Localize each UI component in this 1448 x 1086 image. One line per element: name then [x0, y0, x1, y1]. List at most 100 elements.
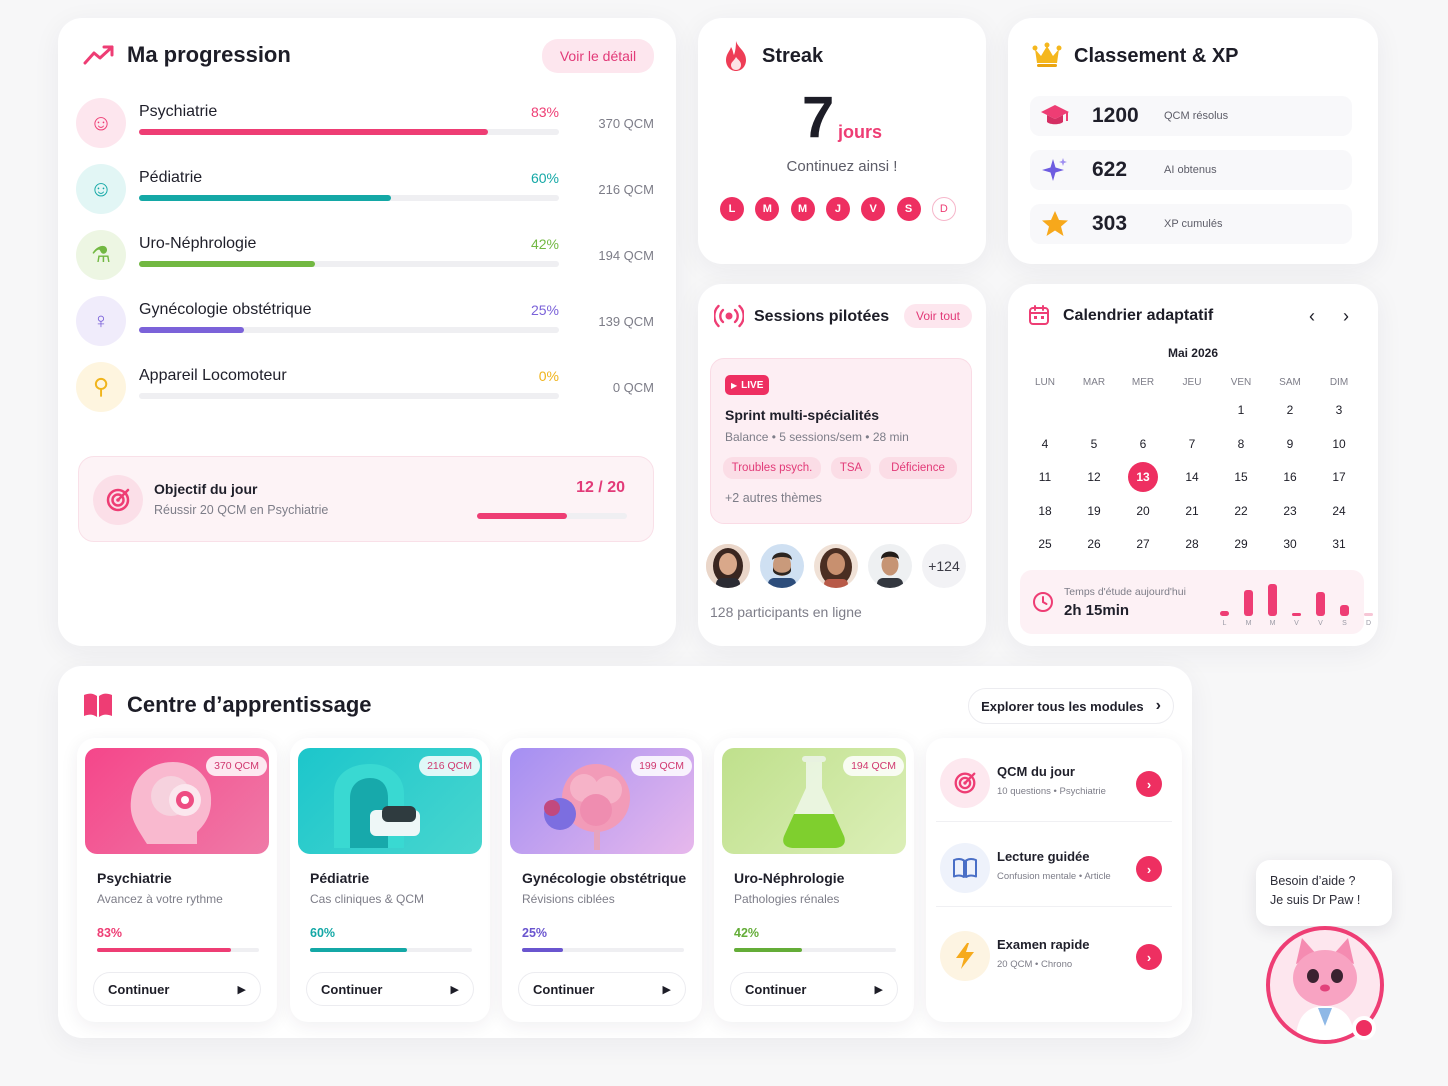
uterus-icon: ♀: [76, 296, 126, 346]
progress-row[interactable]: ☺ Pédiatrie 60% 216 QCM: [58, 164, 676, 224]
quick-action-examen-rapide[interactable]: Examen rapide 20 QCM • Chrono ›: [936, 917, 1172, 995]
session-tag[interactable]: Troubles psych.: [723, 457, 821, 479]
study-bar: [1364, 613, 1373, 616]
module-progress-bar: [734, 948, 896, 952]
calendar-day[interactable]: 12: [1087, 470, 1101, 484]
progress-count: 194 QCM: [598, 248, 654, 263]
chevron-right-icon[interactable]: ›: [1136, 856, 1162, 882]
session-tag[interactable]: TSA: [831, 457, 871, 479]
continue-button[interactable]: Continuer ▶: [93, 972, 261, 1006]
mri-scanner-icon: [334, 764, 420, 848]
calendar-day[interactable]: 7: [1188, 436, 1196, 451]
quick-action-lecture-guidee[interactable]: Lecture guidée Confusion mentale • Artic…: [936, 829, 1172, 907]
calendar-day[interactable]: 8: [1237, 436, 1245, 451]
session-meta-duration: 28 min: [872, 430, 909, 444]
progress-bar: [139, 195, 559, 201]
crown-icon: [1032, 42, 1062, 67]
session-meta: Balance • 5 sessions/sem • 28 min: [725, 430, 909, 444]
calendar-day[interactable]: 11: [1038, 470, 1052, 484]
calendar-day[interactable]: 4: [1041, 436, 1049, 451]
avatar: [868, 544, 912, 588]
calendar-day[interactable]: 20: [1136, 503, 1150, 518]
participants-more-count[interactable]: +124: [922, 544, 966, 588]
chevron-right-icon[interactable]: ›: [1136, 944, 1162, 970]
calendar-day[interactable]: 22: [1234, 503, 1248, 518]
module-qcm-badge: 199 QCM: [631, 756, 692, 776]
progress-row[interactable]: ☺ Psychiatrie 83% 370 QCM: [58, 98, 676, 158]
calendar-day[interactable]: 9: [1286, 436, 1294, 451]
avatar: [706, 544, 750, 588]
progress-row[interactable]: ♀ Gynécologie obstétrique 25% 139 QCM: [58, 296, 676, 356]
progress-row[interactable]: ⚲ Appareil Locomoteur 0% 0 QCM: [58, 362, 676, 422]
calendar-day[interactable]: 14: [1185, 470, 1199, 484]
calendar-day[interactable]: 23: [1283, 503, 1297, 518]
streak-message: Continuez ainsi !: [786, 158, 898, 175]
study-bar: [1268, 584, 1277, 616]
quick-action-meta-2: Chrono: [1040, 959, 1073, 970]
calendar-day[interactable]: 2: [1286, 403, 1294, 417]
view-detail-button[interactable]: Voir le détail: [542, 39, 654, 73]
calendar-day[interactable]: 5: [1090, 436, 1098, 451]
calendar-day[interactable]: 15: [1234, 470, 1248, 484]
progress-name: Appareil Locomoteur: [139, 367, 287, 384]
calendar-day-today[interactable]: 13: [1128, 462, 1158, 492]
calendar-day[interactable]: 10: [1332, 436, 1346, 451]
live-session-card[interactable]: ▶ LIVE Sprint multi-spécialités Balance …: [710, 358, 972, 524]
module-card-psychiatrie[interactable]: 370 QCM Psychiatrie Avancez à votre ryth…: [77, 738, 277, 1022]
module-card-uro-nephrologie[interactable]: 194 QCM Uro-Néphrologie Pathologies réna…: [714, 738, 914, 1022]
broadcast-icon: [714, 304, 744, 328]
progress-bar: [139, 129, 559, 135]
progress-count: 0 QCM: [612, 380, 654, 395]
module-card-pediatrie[interactable]: 216 QCM Pédiatrie Cas cliniques & QCM 60…: [290, 738, 490, 1022]
calendar-day[interactable]: 18: [1038, 503, 1052, 518]
play-icon: ▶: [662, 983, 671, 996]
progress-name: Psychiatrie: [139, 103, 218, 120]
calendar-day[interactable]: 31: [1332, 537, 1346, 551]
calendar-day[interactable]: 24: [1332, 503, 1346, 518]
study-bar-label: S: [1342, 620, 1347, 627]
calendar-day[interactable]: 29: [1234, 537, 1248, 551]
quick-action-qcm-du-jour[interactable]: QCM du jour 10 questions • Psychiatrie ›: [936, 744, 1172, 822]
calendar-day[interactable]: 21: [1185, 503, 1199, 518]
session-tag[interactable]: Déficience: [879, 457, 957, 479]
calendar-day[interactable]: 28: [1185, 537, 1199, 551]
calendar-day[interactable]: 3: [1335, 403, 1343, 417]
session-more-themes: +2 autres thèmes: [725, 491, 822, 505]
stat-value: 622: [1092, 158, 1128, 181]
explore-label: Explorer tous les modules: [981, 698, 1144, 714]
continue-button[interactable]: Continuer ▶: [730, 972, 898, 1006]
calendar-day[interactable]: 6: [1139, 436, 1147, 451]
progress-row[interactable]: ⚗ Uro-Néphrologie 42% 194 QCM: [58, 230, 676, 290]
chevron-right-icon[interactable]: ›: [1136, 771, 1162, 797]
calendar-day[interactable]: 30: [1283, 537, 1297, 551]
explore-modules-button[interactable]: Explorer tous les modules ›: [968, 688, 1174, 724]
live-label: LIVE: [741, 379, 764, 391]
brain-head-icon: ☺: [76, 98, 126, 148]
calendar-card: Calendrier adaptatif ‹ › Mai 2026 LUN MAR…: [1008, 284, 1378, 646]
calendar-day[interactable]: 19: [1087, 503, 1101, 518]
bicycle-icon: ⚲: [76, 362, 126, 412]
study-bar-label: M: [1245, 620, 1252, 627]
module-card-gynecologie[interactable]: 199 QCM Gynécologie obstétrique Révision…: [502, 738, 702, 1022]
chevron-left-icon[interactable]: ‹: [1309, 305, 1315, 326]
module-percent: 60%: [310, 926, 336, 940]
see-all-button[interactable]: Voir tout: [904, 304, 972, 328]
module-progress-bar: [522, 948, 684, 952]
calendar-day[interactable]: 17: [1332, 470, 1346, 484]
calendar-day[interactable]: 25: [1038, 537, 1052, 551]
module-subtitle: Pathologies rénales: [734, 892, 840, 906]
calendar-day[interactable]: 27: [1136, 537, 1150, 551]
avatar: [760, 544, 804, 588]
continue-button[interactable]: Continuer ▶: [518, 972, 686, 1006]
continue-button[interactable]: Continuer ▶: [306, 972, 474, 1006]
session-meta-frequency: 5 sessions/sem: [779, 430, 862, 444]
calendar-day[interactable]: 26: [1087, 537, 1101, 551]
quick-action-title: QCM du jour: [997, 764, 1075, 779]
module-title: Uro-Néphrologie: [734, 870, 845, 886]
stat-label: XP cumulés: [1164, 218, 1223, 230]
chevron-right-icon[interactable]: ›: [1343, 305, 1349, 326]
calendar-day[interactable]: 16: [1283, 470, 1297, 484]
progress-count: 216 QCM: [598, 182, 654, 197]
calendar-day[interactable]: 1: [1237, 403, 1245, 417]
